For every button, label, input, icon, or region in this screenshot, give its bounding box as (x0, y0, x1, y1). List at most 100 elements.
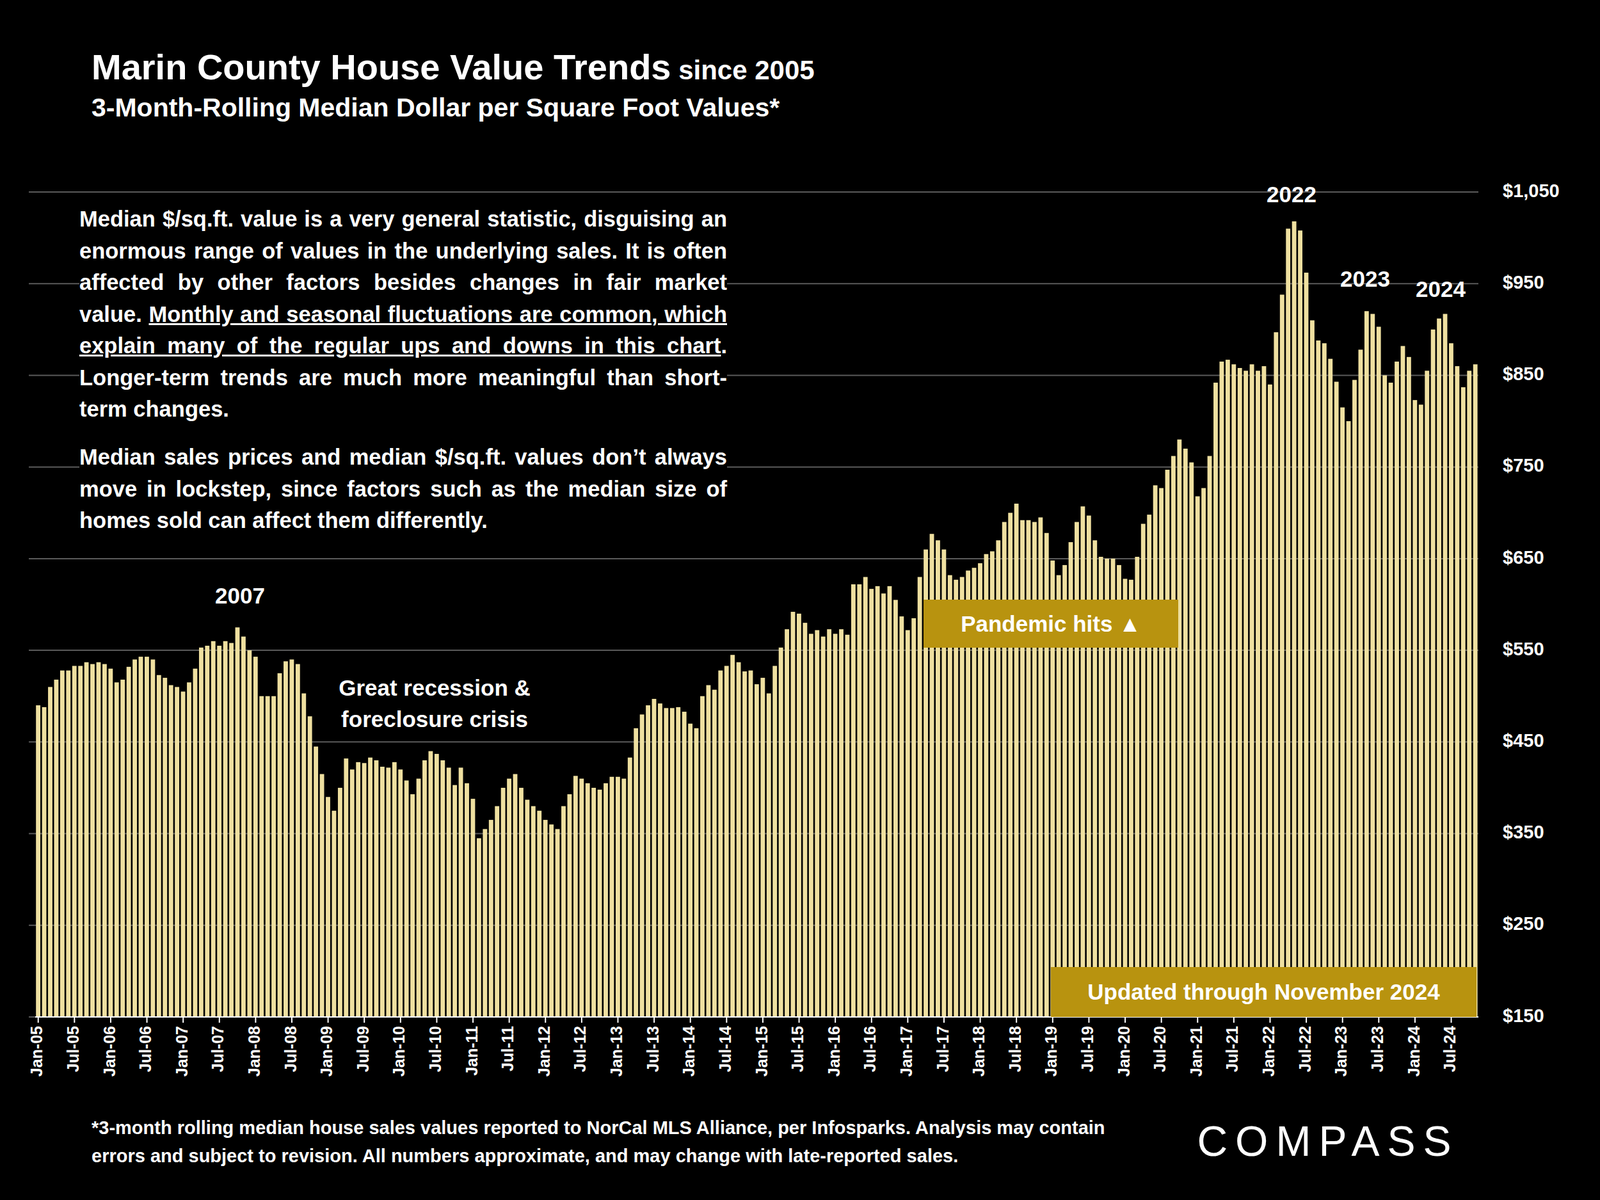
bar (216, 645, 222, 1017)
bar (881, 593, 886, 1017)
grid-line (28, 649, 1479, 651)
bar (494, 806, 500, 1017)
x-tick (435, 1016, 438, 1023)
x-tick (689, 1016, 692, 1023)
bar (138, 656, 144, 1017)
x-tick-label: Jul-14 (716, 1025, 735, 1072)
x-tick (581, 1016, 583, 1023)
bar (1165, 469, 1170, 1017)
bar (754, 684, 760, 1017)
bar (295, 664, 301, 1017)
bar (1285, 228, 1291, 1017)
bar (271, 696, 276, 1017)
note: Median $/sq.ft. value is a very general … (79, 203, 728, 426)
bar (1183, 448, 1188, 1017)
grid-line (28, 833, 1479, 835)
bar (1038, 517, 1043, 1017)
bar (283, 661, 288, 1017)
bar (1382, 375, 1387, 1017)
y-tick-label: $250 (1502, 913, 1545, 934)
bar (265, 696, 271, 1017)
bar (320, 773, 325, 1017)
bar (1262, 366, 1267, 1017)
bar (168, 685, 174, 1017)
bar (1255, 370, 1261, 1017)
bar (332, 810, 337, 1017)
bar (108, 668, 113, 1017)
bar (1334, 381, 1339, 1017)
grid-line (28, 741, 1479, 743)
bar (114, 682, 120, 1017)
x-tick (110, 1016, 112, 1023)
bar (1418, 404, 1424, 1017)
bar (150, 659, 155, 1017)
bar (90, 664, 95, 1017)
note: Median sales prices and median $/sq.ft. … (79, 441, 728, 537)
bar (621, 778, 626, 1017)
bar (1406, 357, 1412, 1017)
x-tick-label: Jul-15 (788, 1025, 807, 1072)
bar (561, 806, 566, 1017)
bar (404, 780, 409, 1017)
y-tick-label: $850 (1502, 363, 1545, 384)
logo: COMPASS (1158, 1116, 1498, 1166)
bar (603, 783, 608, 1017)
bar (434, 753, 440, 1017)
bar (839, 629, 844, 1017)
bar (591, 787, 596, 1017)
bar (778, 647, 784, 1017)
x-tick-label: Jul-12 (570, 1025, 589, 1072)
bar (742, 671, 747, 1017)
bar (392, 762, 397, 1017)
bar (446, 767, 452, 1017)
bar (385, 767, 391, 1017)
bar (640, 714, 645, 1017)
bar (1370, 313, 1375, 1017)
x-tick-label: Jan-12 (535, 1025, 553, 1077)
x-tick (508, 1016, 511, 1023)
x-tick (472, 1016, 474, 1023)
bar (633, 728, 639, 1017)
bar (543, 819, 548, 1017)
x-tick-label: Jan-14 (679, 1025, 698, 1077)
annotation: 2024 (1344, 276, 1537, 303)
x-tick-label: Jul-05 (64, 1025, 82, 1072)
bar (513, 773, 518, 1017)
bar (1008, 512, 1013, 1017)
x-tick (1377, 1016, 1380, 1023)
x-tick (943, 1016, 945, 1023)
annotation: 2022 (1195, 181, 1388, 208)
bar (1176, 439, 1182, 1017)
bar (1171, 455, 1176, 1017)
bar (355, 762, 361, 1017)
x-tick (363, 1016, 365, 1023)
y-tick-label: $1,050 (1502, 180, 1560, 201)
bar (1201, 488, 1206, 1017)
bar (259, 696, 264, 1017)
y-tick-label: $650 (1502, 547, 1545, 568)
bar (235, 627, 240, 1017)
bar (718, 670, 723, 1017)
bar (1141, 523, 1146, 1017)
bar (1273, 332, 1279, 1017)
x-tick-label: Jan-24 (1404, 1025, 1423, 1077)
x-tick (400, 1016, 402, 1023)
bar (1388, 382, 1394, 1017)
x-tick (327, 1016, 329, 1023)
x-tick-label: Jul-17 (933, 1025, 952, 1072)
bar (821, 636, 826, 1017)
x-tick-label: Jan-13 (607, 1025, 626, 1077)
bar (706, 685, 712, 1017)
bar (1237, 368, 1243, 1017)
x-tick (37, 1016, 40, 1023)
y-tick-label: $550 (1502, 638, 1545, 660)
bar (597, 789, 603, 1017)
x-tick-label: Jul-16 (860, 1025, 879, 1072)
bar (1431, 329, 1436, 1017)
bar (374, 760, 379, 1017)
bar (313, 746, 319, 1017)
bar (1032, 522, 1037, 1017)
note-text: Median sales prices and median $/sq.ft. … (79, 444, 728, 533)
bar (1002, 522, 1007, 1017)
x-tick (1196, 1016, 1199, 1023)
